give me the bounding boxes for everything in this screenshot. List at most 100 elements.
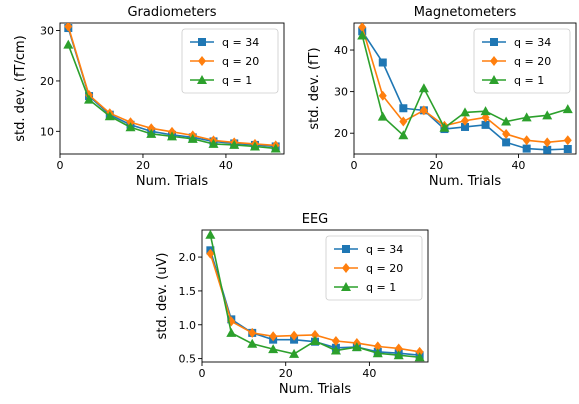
y-axis-label: std. dev. (fT) bbox=[307, 47, 322, 129]
data-point bbox=[393, 350, 404, 360]
data-point bbox=[310, 336, 320, 346]
x-axis-label: Num. Trials bbox=[136, 174, 208, 189]
series-q-20 bbox=[206, 248, 424, 357]
chart-magnetometers: Magnetometers 0 20 40 20 30 40 Num. Trials std. … bbox=[307, 5, 577, 189]
legend-marker bbox=[341, 282, 351, 291]
legend-marker bbox=[342, 245, 350, 253]
data-point bbox=[377, 111, 388, 121]
data-point bbox=[562, 104, 573, 114]
x-tick-label: 0 bbox=[57, 159, 64, 172]
legend-item: q = 34 bbox=[190, 36, 259, 49]
data-point bbox=[311, 329, 319, 340]
series-q-1 bbox=[205, 230, 425, 362]
legend-label: q = 1 bbox=[514, 74, 544, 87]
legend-label: q = 20 bbox=[222, 55, 259, 68]
legend: q = 34 q = 20 q = 1 bbox=[325, 235, 423, 301]
legend: q = 34 q = 20 q = 1 bbox=[181, 28, 279, 94]
legend-label: q = 1 bbox=[222, 74, 252, 87]
data-point bbox=[167, 131, 177, 141]
data-point bbox=[418, 83, 429, 93]
legend-item: q = 20 bbox=[190, 55, 259, 68]
data-point bbox=[247, 338, 258, 348]
data-point bbox=[378, 90, 387, 101]
y-tick-label: 1.0 bbox=[179, 319, 197, 332]
data-point bbox=[522, 135, 531, 146]
data-point bbox=[419, 105, 428, 116]
chart-eeg: EEG 0 20 40 0.5 1.0 1.5 2.0 Num. Trials std. dev.… bbox=[155, 212, 429, 397]
data-point bbox=[563, 145, 572, 154]
legend-marker bbox=[198, 38, 206, 46]
x-axis-label: Num. Trials bbox=[279, 382, 351, 397]
data-point bbox=[373, 341, 382, 352]
data-point bbox=[378, 58, 387, 67]
x-tick-label: 20 bbox=[429, 159, 443, 172]
legend-item: q = 1 bbox=[190, 74, 252, 87]
legend-label: q = 34 bbox=[514, 36, 551, 49]
x-axis-label: Num. Trials bbox=[429, 174, 501, 189]
legend-label: q = 34 bbox=[366, 243, 403, 256]
legend-marker bbox=[198, 56, 206, 66]
x-tick-label: 40 bbox=[362, 367, 376, 380]
chart-title: EEG bbox=[302, 212, 329, 227]
data-point bbox=[187, 133, 198, 143]
series-q-1 bbox=[63, 39, 281, 153]
legend-item: q = 20 bbox=[482, 55, 551, 68]
data-point bbox=[358, 23, 367, 33]
legend-item: q = 20 bbox=[334, 262, 403, 275]
data-point bbox=[64, 23, 73, 32]
data-point bbox=[208, 138, 219, 148]
x-tick-label: 0 bbox=[199, 367, 206, 380]
data-point bbox=[399, 116, 408, 127]
y-axis-label: std. dev. (fT/cm) bbox=[13, 35, 28, 141]
data-point bbox=[269, 331, 278, 342]
legend: q = 34 q = 20 q = 1 bbox=[473, 28, 571, 94]
y-tick-label: 10 bbox=[40, 125, 54, 138]
data-point bbox=[206, 248, 215, 259]
legend-label: q = 34 bbox=[222, 36, 259, 49]
x-tick-label: 40 bbox=[511, 159, 525, 172]
data-point bbox=[414, 352, 425, 362]
data-point bbox=[104, 111, 115, 121]
chart-gradiometers: Gradiometers 0 20 40 10 20 30 Num. Trials std. d… bbox=[13, 5, 285, 189]
data-point bbox=[394, 343, 403, 354]
data-point bbox=[226, 327, 237, 337]
y-tick-label: 20 bbox=[40, 75, 54, 88]
x-tick-label: 0 bbox=[351, 159, 358, 172]
legend-item: q = 1 bbox=[334, 281, 396, 294]
data-point bbox=[502, 138, 511, 147]
data-point bbox=[249, 141, 260, 151]
data-point bbox=[125, 122, 136, 132]
chart-title: Gradiometers bbox=[127, 5, 216, 20]
data-point bbox=[372, 348, 383, 358]
data-point bbox=[542, 110, 553, 120]
axes-frame bbox=[201, 229, 429, 363]
data-point bbox=[439, 122, 450, 132]
legend-label: q = 20 bbox=[514, 55, 551, 68]
data-point bbox=[84, 94, 95, 104]
legend-marker bbox=[197, 75, 207, 84]
y-axis-label: std. dev. (uV) bbox=[155, 253, 170, 340]
legend-marker bbox=[342, 263, 350, 273]
legend-marker bbox=[490, 56, 498, 66]
data-point bbox=[543, 145, 552, 154]
data-point bbox=[481, 120, 490, 129]
data-point bbox=[289, 348, 300, 358]
data-point bbox=[331, 336, 340, 347]
data-point bbox=[398, 130, 409, 140]
data-point bbox=[146, 128, 157, 138]
data-point bbox=[563, 135, 572, 146]
series-q-1 bbox=[357, 30, 573, 140]
data-point bbox=[205, 230, 216, 239]
data-point bbox=[461, 122, 469, 131]
data-point bbox=[270, 143, 281, 153]
data-point bbox=[63, 39, 74, 49]
data-point bbox=[415, 346, 424, 357]
legend-item: q = 34 bbox=[482, 36, 551, 49]
x-tick-label: 20 bbox=[279, 367, 293, 380]
x-tick-label: 20 bbox=[136, 159, 150, 172]
data-point bbox=[480, 106, 491, 116]
data-point bbox=[460, 107, 470, 117]
y-tick-label: 20 bbox=[334, 127, 348, 140]
y-tick-label: 2.0 bbox=[179, 251, 197, 264]
